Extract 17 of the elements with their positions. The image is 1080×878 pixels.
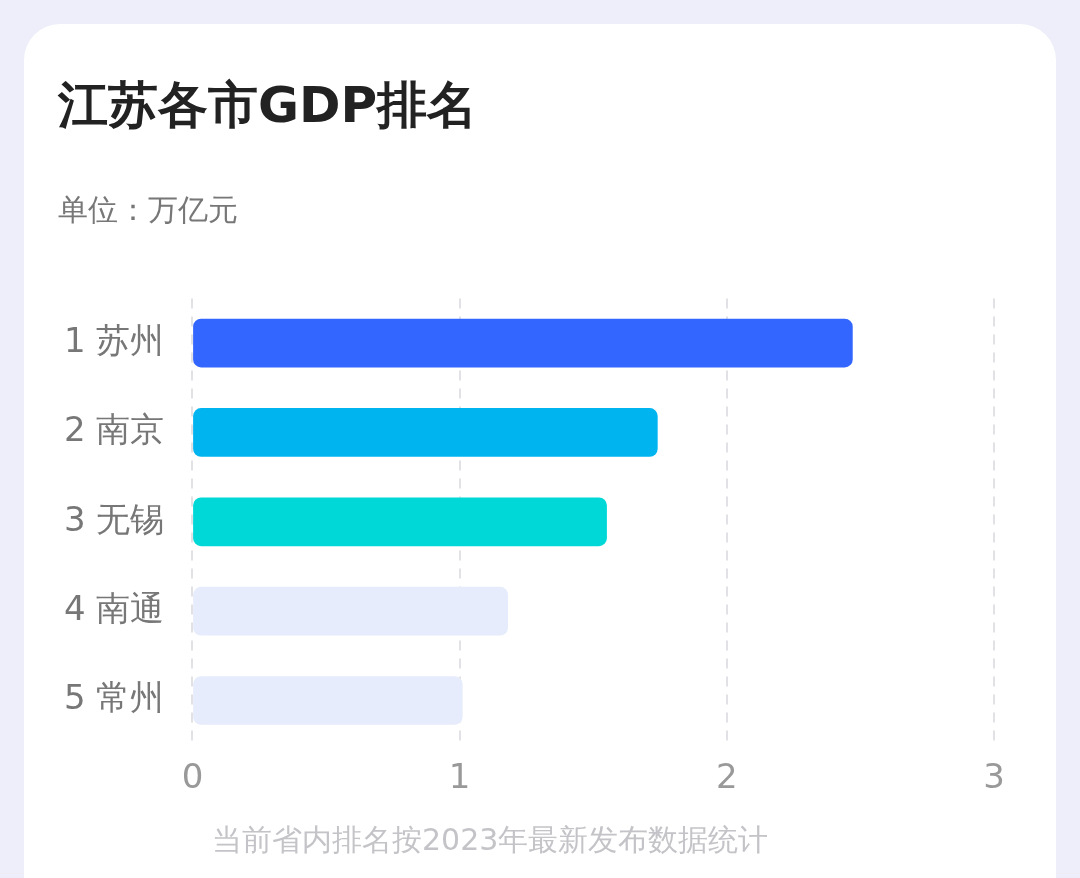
bar (193, 497, 607, 547)
x-tick-label: 2 (715, 756, 738, 797)
bar (193, 318, 853, 368)
chart-subtitle: 单位：万亿元 (58, 191, 238, 229)
y-tick-label: 2 南京 (63, 409, 165, 450)
x-tick-label: 3 (983, 756, 1005, 797)
x-tick-label: 0 (181, 756, 204, 797)
bar (193, 408, 658, 457)
y-tick-label: 5 常州 (63, 677, 165, 718)
x-tick-label: 1 (448, 756, 471, 797)
bar (193, 586, 509, 636)
bar (193, 676, 463, 725)
chart-title: 江苏各市GDP排名 (58, 75, 478, 136)
y-tick-label: 4 南通 (63, 587, 165, 628)
text: 当前省内排名按2023年最新发布数据统计 (212, 821, 769, 859)
y-tick-label: 1 苏州 (63, 319, 165, 360)
y-tick-label: 3 无锡 (63, 498, 165, 539)
